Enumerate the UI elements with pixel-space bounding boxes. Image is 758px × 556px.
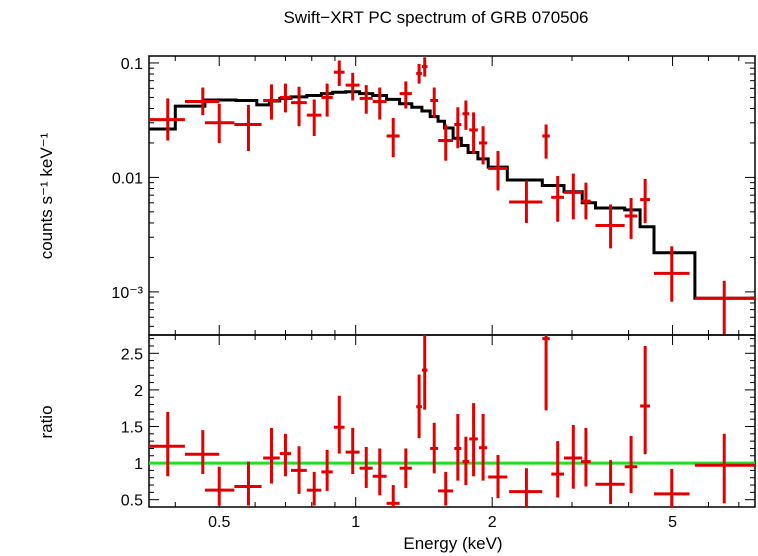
y-tick-label: 0.01 <box>112 170 143 187</box>
x-axis-title: Energy (keV) <box>403 534 502 553</box>
data-point <box>291 86 307 127</box>
data-point <box>430 87 439 119</box>
data-point <box>306 99 322 137</box>
data-point <box>204 103 235 143</box>
data-point <box>234 461 262 506</box>
data-point <box>509 468 543 507</box>
data-point <box>386 485 400 507</box>
data-point <box>345 72 360 101</box>
data-point <box>359 85 373 114</box>
data-point <box>345 427 360 475</box>
data-point <box>359 446 373 488</box>
data-point <box>478 414 488 481</box>
y-tick-label: 1 <box>134 456 143 473</box>
data-point <box>321 449 333 491</box>
ratio-data-points <box>149 335 755 507</box>
data-point <box>279 83 292 113</box>
data-point <box>624 198 638 239</box>
data-point <box>580 427 591 487</box>
data-point <box>454 414 462 481</box>
data-point <box>333 60 345 86</box>
data-point <box>386 118 400 158</box>
data-point <box>454 107 462 149</box>
ratio-panel-frame <box>148 334 756 508</box>
data-point <box>372 87 387 120</box>
data-point <box>279 433 292 477</box>
y-axis-title-counts: counts s⁻¹ keV⁻¹ <box>37 132 56 259</box>
data-point <box>551 441 564 498</box>
data-point <box>640 345 651 455</box>
data-point <box>399 448 412 488</box>
y-tick-label: 0.1 <box>121 56 143 73</box>
y-tick-label: 1.5 <box>121 419 143 436</box>
spectrum-panel: 0.1 0.01 10⁻³ <box>111 55 756 336</box>
data-point <box>640 178 651 223</box>
spectrum-data-points <box>149 57 755 335</box>
data-point <box>372 448 387 496</box>
data-point <box>184 430 220 475</box>
data-point <box>694 433 755 504</box>
data-point <box>421 57 428 77</box>
spectrum-panel-frame <box>148 55 756 336</box>
data-point <box>416 63 422 84</box>
data-point <box>580 182 591 220</box>
chart-title: Swift−XRT PC spectrum of GRB 070506 <box>283 8 588 27</box>
y-tick-label: 0.5 <box>121 493 143 510</box>
data-point <box>595 204 625 249</box>
y-axis-title-ratio: ratio <box>37 405 56 438</box>
data-point <box>321 83 333 117</box>
x-tick-label: 0.5 <box>208 514 230 531</box>
x-tick-label: 1 <box>351 514 360 531</box>
spectrum-panel-ticks: 0.1 0.01 10⁻³ <box>111 56 755 335</box>
data-point <box>204 466 235 506</box>
data-point <box>509 180 543 223</box>
data-point <box>306 471 322 506</box>
data-point <box>263 84 280 120</box>
model-step-line <box>149 90 755 300</box>
data-point <box>478 126 488 165</box>
y-tick-label: 2 <box>134 383 143 400</box>
data-point <box>416 374 422 439</box>
x-tick-label: 2 <box>488 514 497 531</box>
ratio-panel: 0.5 1 2 5 0.5 1 1.5 2 2.5 <box>121 334 756 531</box>
data-point <box>263 427 280 484</box>
data-point <box>184 87 220 116</box>
data-point <box>430 422 439 474</box>
data-point <box>333 395 345 454</box>
data-point <box>462 436 470 486</box>
data-point <box>542 335 550 411</box>
data-point <box>469 403 478 477</box>
data-point <box>595 460 625 505</box>
data-point <box>291 446 307 494</box>
data-point <box>624 436 638 494</box>
data-point <box>542 124 550 159</box>
data-point <box>551 175 564 222</box>
data-point <box>563 173 583 220</box>
data-point <box>462 100 470 130</box>
data-point <box>653 246 690 302</box>
ratio-panel-ticks: 0.5 1 2 5 0.5 1 1.5 2 2.5 <box>121 335 755 531</box>
data-point <box>234 104 262 152</box>
data-point <box>488 455 508 499</box>
model-histogram <box>149 90 755 300</box>
data-point <box>149 411 185 477</box>
data-point <box>694 280 755 335</box>
data-point <box>469 112 478 155</box>
data-point <box>149 98 185 141</box>
data-point <box>488 151 508 191</box>
data-point <box>653 468 690 507</box>
data-point <box>399 81 412 109</box>
data-point <box>421 335 428 410</box>
x-tick-label: 5 <box>668 514 677 531</box>
data-point <box>563 425 583 489</box>
data-point <box>438 471 454 506</box>
data-point <box>438 124 454 161</box>
y-tick-label: 2.5 <box>121 346 143 363</box>
y-tick-label: 10⁻³ <box>111 285 143 302</box>
